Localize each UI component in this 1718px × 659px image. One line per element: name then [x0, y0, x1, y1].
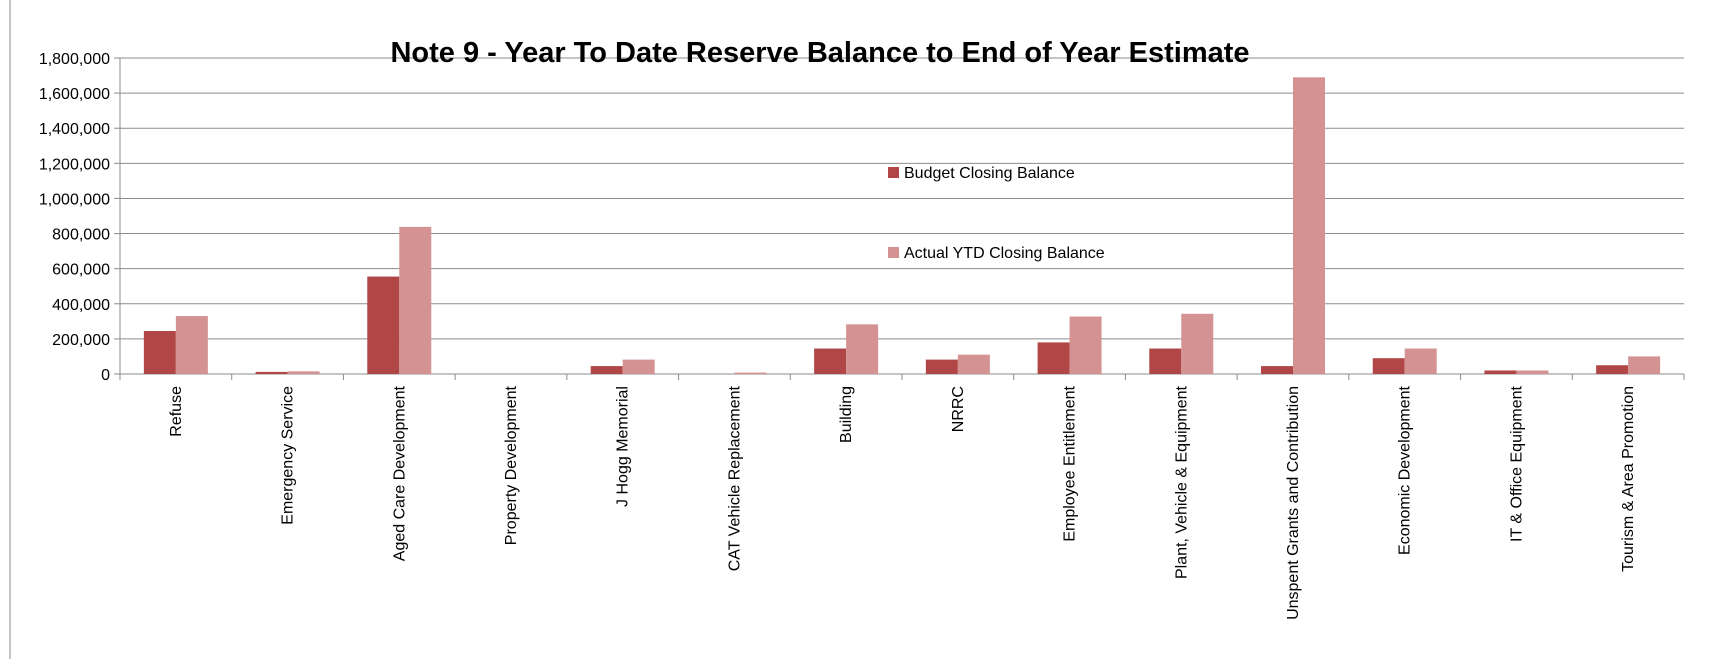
legend-label: Budget Closing Balance [904, 165, 1075, 182]
category-label: Property Development [503, 385, 520, 545]
bar-actual [734, 372, 767, 374]
legend-swatch [888, 167, 899, 178]
category-label: Unspent Grants and Contribution [1285, 386, 1302, 620]
bar-budget [925, 359, 958, 374]
y-tick-label: 1,600,000 [39, 86, 110, 103]
category-label: Employee Entitlement [1062, 385, 1079, 541]
category-label: NRRC [950, 386, 967, 432]
category-label: Refuse [168, 386, 185, 437]
bar-actual [399, 226, 432, 374]
bar-budget [1372, 358, 1405, 374]
bar-actual [287, 371, 320, 374]
bar-budget [590, 366, 623, 374]
category-label: Economic Development [1397, 385, 1414, 555]
bar-actual [175, 316, 208, 374]
category-label: Emergency Service [280, 386, 297, 525]
legend-label: Actual YTD Closing Balance [904, 245, 1105, 262]
bar-actual [1069, 316, 1102, 374]
bar-actual [1181, 313, 1214, 374]
category-label: CAT Vehicle Replacement [726, 385, 743, 571]
category-label: Plant, Vehicle & Equipment [1173, 385, 1190, 579]
legend: Budget Closing Balance Actual YTD Closing… [888, 165, 1105, 262]
bar-budget [1149, 348, 1182, 374]
bar-actual [1404, 348, 1437, 374]
y-tick-label: 200,000 [52, 332, 110, 349]
bar-budget [255, 371, 288, 374]
bar-actual [957, 354, 990, 374]
bar-actual [1516, 370, 1549, 374]
bar-budget [143, 330, 176, 374]
bar-actual [622, 359, 655, 374]
bar-budget [1484, 370, 1517, 374]
category-label: J Hogg Memorial [615, 386, 632, 507]
category-label: Building [838, 386, 855, 443]
bar-budget [1261, 366, 1293, 374]
y-tick-label: 1,800,000 [39, 51, 110, 68]
y-tick-label: 800,000 [52, 227, 110, 244]
y-tick-label: 600,000 [52, 262, 110, 279]
bar-actual [1293, 77, 1325, 375]
bar-budget [367, 276, 400, 374]
category-label: Aged Care Development [391, 385, 408, 561]
bar-actual [846, 324, 879, 374]
y-tick-label: 400,000 [52, 297, 110, 314]
legend-swatch [888, 247, 899, 258]
bar-actual [1628, 356, 1661, 374]
bars [143, 77, 1661, 375]
y-tick-label: 1,400,000 [39, 121, 110, 138]
bar-budget [1037, 342, 1070, 374]
category-label: Tourism & Area Promotion [1620, 386, 1637, 572]
bar-budget [814, 348, 847, 374]
x-axis-tick-marks [119, 374, 1685, 380]
y-tick-label: 1,200,000 [39, 156, 110, 173]
y-tick-label: 1,000,000 [39, 191, 110, 208]
category-label: IT & Office Equipment [1508, 385, 1525, 541]
bar-budget [1596, 365, 1629, 374]
y-axis-tick-labels: 0 200,000 400,000 600,000 800,000 1,000,000 1,… [39, 51, 110, 384]
y-tick-label: 0 [101, 367, 110, 384]
chart-title: Note 9 - Year To Date Reserve Balance to… [390, 37, 1249, 69]
category-labels: Refuse Emergency Service Aged Care Develop… [168, 385, 1637, 619]
